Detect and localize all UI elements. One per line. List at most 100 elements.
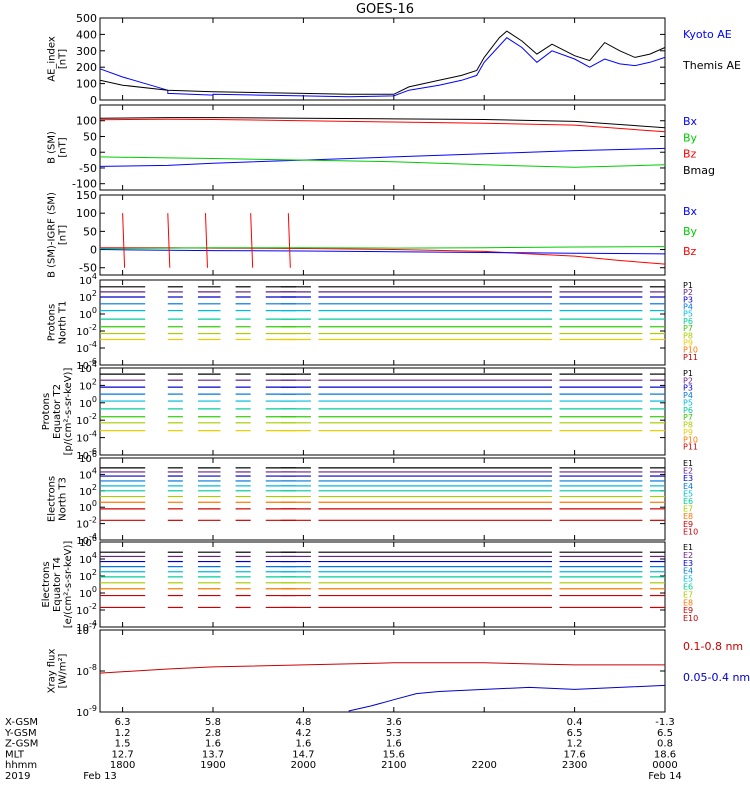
y-tick-label: 100 <box>76 78 97 91</box>
ephemeris-value: 1.2 <box>567 739 583 750</box>
ephemeris-row-label: Z-GSM <box>5 739 38 750</box>
legend-entry: E7 <box>683 590 693 599</box>
y-axis-label: B (SM)-IGRF (SM)[nT] <box>47 192 69 278</box>
legend-entry: P10 <box>683 435 698 444</box>
y-tick-label: 400 <box>76 28 97 41</box>
legend-entry: 0.1-0.8 nm <box>683 640 743 653</box>
ephemeris-value: -1.3 <box>655 717 675 728</box>
y-tick-label: 106 <box>79 450 97 465</box>
ephemeris-row-label: X-GSM <box>5 717 38 728</box>
y-axis-label: ElectronsNorth T3 <box>47 476 69 522</box>
legend-entry: Kyoto AE <box>683 28 732 41</box>
y-tick-label: 102 <box>79 289 97 304</box>
y-tick-label: 10-2 <box>76 412 97 427</box>
legend-entry: E8 <box>683 512 693 521</box>
legend-entry: E6 <box>683 497 693 506</box>
ephemeris-row-label: Y-GSM <box>4 728 37 739</box>
y-tick-label: -100 <box>72 178 97 191</box>
y-tick-label: 100 <box>79 499 97 514</box>
legend-entry: P1 <box>683 281 693 290</box>
legend-entry: P6 <box>683 406 693 415</box>
ephemeris-value: 5.8 <box>205 717 221 728</box>
legend-entry: P9 <box>683 338 693 347</box>
legend-entry: E4 <box>683 482 693 491</box>
ephemeris-value: 6.5 <box>567 728 583 739</box>
ephemeris-value: 1.5 <box>115 739 131 750</box>
y-tick-label: 500 <box>76 12 97 25</box>
ephemeris-value: 0.4 <box>567 717 583 728</box>
ephemeris-value: 1900 <box>200 760 225 771</box>
y-tick-label: 102 <box>79 483 97 498</box>
series-line <box>99 156 666 168</box>
y-tick-label: 50 <box>83 130 97 143</box>
legend-entry: E7 <box>683 505 693 514</box>
y-tick-label: 100 <box>76 115 97 128</box>
bz-spike <box>122 213 126 268</box>
panel-protons_t2: 10-6 10-4 10-2 100 102 104 ProtonsEquator T2[p… <box>41 360 698 462</box>
series-line <box>99 117 666 129</box>
legend-entry: E9 <box>683 606 693 615</box>
ephemeris-value: 2.8 <box>205 728 221 739</box>
y-tick-label: 200 <box>76 61 97 74</box>
ephemeris-value: 1.6 <box>386 739 402 750</box>
series-line <box>99 662 665 674</box>
legend-entry: Themis AE <box>682 59 741 72</box>
y-tick-label: 10-6 <box>76 357 97 372</box>
legend-entry: P7 <box>683 324 693 333</box>
ephemeris-value: 2100 <box>381 760 406 771</box>
y-tick-label: 0 <box>90 146 97 159</box>
y-tick-label: 100 <box>76 207 97 220</box>
y-axis-label: AE_index[nT] <box>47 36 69 82</box>
legend-entry: P11 <box>683 353 698 362</box>
y-tick-label: 100 <box>79 585 97 600</box>
y-axis-label: ElectronsEquator T4[e/(cm²-s-sr-keV)] <box>41 541 74 629</box>
series-line <box>99 246 666 249</box>
y-axis-label: B (SM)[nT] <box>47 131 69 164</box>
legend-entry: E2 <box>683 551 693 560</box>
ephemeris-value: 15.6 <box>383 749 405 760</box>
legend-entry: E6 <box>683 583 693 592</box>
legend-entry: E3 <box>683 474 693 483</box>
legend-entry: Bz <box>683 148 697 161</box>
ephemeris-row-label: 2019 <box>5 771 30 782</box>
y-tick-label: 0 <box>90 244 97 257</box>
ephemeris-value: 2000 <box>291 760 316 771</box>
y-tick-label: 10-4 <box>76 619 97 634</box>
ephemeris-value: 12.7 <box>111 749 133 760</box>
y-tick-label: 102 <box>79 377 97 392</box>
series-line <box>348 684 666 712</box>
panel-b_sm: -100 -50 0 50 100 B (SM)[nT] Bx By Bz Bmag <box>47 104 715 191</box>
y-tick-label: 10-8 <box>76 663 97 678</box>
ephemeris-value: 4.2 <box>295 728 311 739</box>
panel-protons_t1: 10-6 10-4 10-2 100 102 104 ProtonsNorth T1 P1P2… <box>47 272 699 372</box>
y-axis-label: Xray flux[W/m²] <box>47 649 69 694</box>
y-tick-label: 10-2 <box>76 516 97 531</box>
ephemeris-value: 14.7 <box>292 749 314 760</box>
legend-entry: P11 <box>683 443 698 452</box>
panel-ae: 0 100 200 300 400 500 AE_index[nT] Kyoto AE Them… <box>47 12 741 107</box>
y-tick-label: 10-4 <box>76 340 97 355</box>
y-tick-label: 104 <box>79 551 97 566</box>
series-line <box>99 118 666 133</box>
y-tick-label: 10-2 <box>76 323 97 338</box>
ephemeris-row-label: hhmm <box>5 760 37 771</box>
y-tick-label: 10-6 <box>76 447 97 462</box>
y-axis-label: ProtonsEquator T2[p/(cm²-s-sr-keV)] <box>41 368 74 456</box>
legend-entry: P5 <box>683 310 693 319</box>
legend-entry: P3 <box>683 295 693 304</box>
panel-frame <box>99 457 666 541</box>
panel-frame <box>99 541 666 628</box>
y-tick-label: 150 <box>76 189 97 202</box>
panel-frame <box>99 629 666 713</box>
legend-entry: P1 <box>683 369 693 378</box>
legend-entry: E5 <box>683 575 693 584</box>
chart-title: GOES-16 <box>356 2 414 17</box>
legend-entry: P2 <box>683 376 693 385</box>
ephemeris-value: Feb 13 <box>83 771 117 782</box>
panel-xray: 10-9 10-8 10-7 Xray flux[W/m²] 0.1-0.8 nm 0.0… <box>47 622 750 719</box>
ephemeris-value: 18.6 <box>654 749 676 760</box>
series-line <box>99 30 666 95</box>
legend-entry: E10 <box>683 527 698 536</box>
